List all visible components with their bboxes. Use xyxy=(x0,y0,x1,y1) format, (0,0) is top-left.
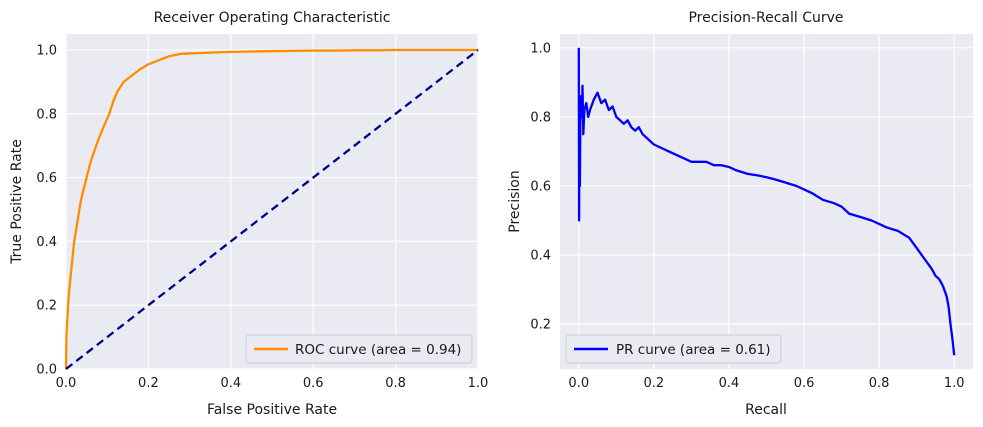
roc-legend-box xyxy=(245,334,473,364)
roc-legend: ROC curve (area = 0.94) xyxy=(245,334,473,364)
pr-x-tick-label: 0.2 xyxy=(644,376,665,391)
pr-x-tick-label: 0.0 xyxy=(568,376,589,391)
roc-series-group xyxy=(64,48,479,370)
roc-x-tick-label: 1.0 xyxy=(468,376,489,391)
pr-series-group xyxy=(577,47,956,356)
roc-curve-line xyxy=(64,48,478,370)
pr-curve-line xyxy=(577,47,956,356)
roc-panel: 0.0 0.2 0.4 0.6 0.8 1.0 0.0 0.2 0.4 0.6 0.8 1.0 Rec… xyxy=(9,10,488,418)
pr-y-tick-label: 0.8 xyxy=(530,110,551,125)
roc-y-tick-label: 0.6 xyxy=(36,171,57,186)
pr-y-tick-label: 0.6 xyxy=(530,179,551,194)
pr-x-tick-label: 1.0 xyxy=(944,376,965,391)
pr-legend-label: PR curve (area = 0.61) xyxy=(616,342,771,358)
roc-x-tick-label: 0.6 xyxy=(303,376,324,391)
pr-title: Precision-Recall Curve xyxy=(688,10,843,26)
roc-x-tick-label: 0.0 xyxy=(56,376,77,391)
roc-y-axis-label: True Positive Rate xyxy=(9,139,25,265)
pr-panel: 0.0 0.2 0.4 0.6 0.8 1.0 0.2 0.4 0.6 0.8 1.0 Precis… xyxy=(507,10,973,418)
roc-x-tick-label: 0.2 xyxy=(138,376,159,391)
roc-grid xyxy=(65,34,479,370)
pr-y-axis-label: Precision xyxy=(507,170,523,232)
roc-chance-line xyxy=(65,49,479,370)
pr-x-tick-label: 0.4 xyxy=(719,376,740,391)
roc-x-tick-label: 0.4 xyxy=(220,376,241,391)
roc-y-tick-label: 0.2 xyxy=(36,299,57,314)
pr-x-axis-label: Recall xyxy=(745,402,787,418)
pr-x-tick-label: 0.8 xyxy=(869,376,890,391)
roc-y-tick-label: 0.0 xyxy=(36,363,57,378)
pr-y-tick-label: 0.2 xyxy=(530,318,551,333)
roc-legend-label: ROC curve (area = 0.94) xyxy=(295,342,461,358)
roc-tick-labels: 0.0 0.2 0.4 0.6 0.8 1.0 0.0 0.2 0.4 0.6 0.8 1.0 xyxy=(36,43,488,391)
pr-plot-background xyxy=(560,34,973,369)
pr-legend-box xyxy=(565,334,782,364)
pr-y-tick-label: 0.4 xyxy=(530,249,551,264)
pr-legend: PR curve (area = 0.61) xyxy=(565,334,782,364)
roc-y-tick-label: 1.0 xyxy=(36,43,57,58)
roc-x-axis-label: False Positive Rate xyxy=(207,402,337,418)
roc-plot-background xyxy=(66,34,478,369)
pr-x-tick-label: 0.6 xyxy=(794,376,815,391)
roc-title: Receiver Operating Characteristic xyxy=(154,10,391,26)
roc-y-tick-label: 0.4 xyxy=(36,235,57,250)
pr-tick-labels: 0.0 0.2 0.4 0.6 0.8 1.0 0.2 0.4 0.6 0.8 1.0 xyxy=(530,41,964,391)
roc-y-tick-label: 0.8 xyxy=(36,107,57,122)
roc-x-tick-label: 0.8 xyxy=(385,376,406,391)
pr-y-tick-label: 1.0 xyxy=(530,41,551,56)
